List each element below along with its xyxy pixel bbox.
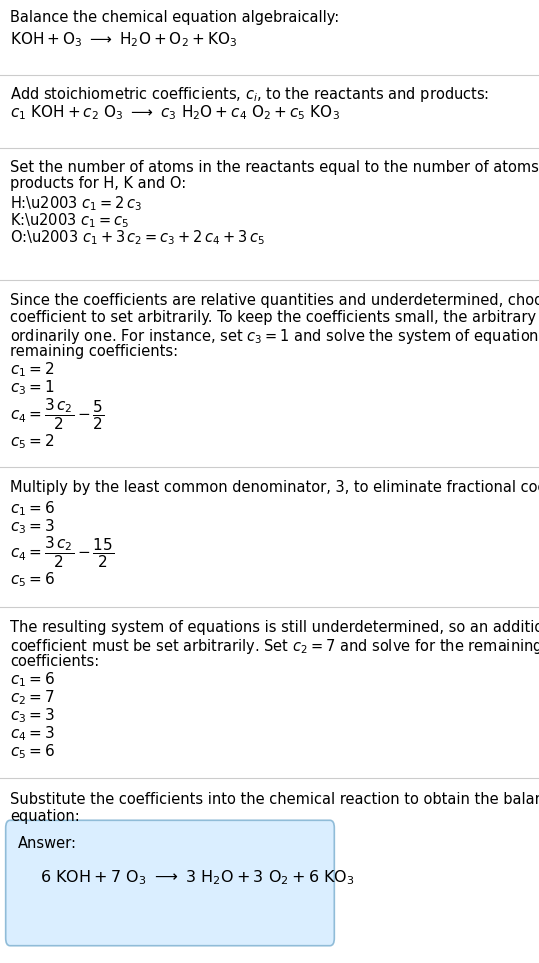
Text: $c_4 = 3$: $c_4 = 3$ <box>10 724 55 742</box>
Text: K:\u2003 $c_1 = c_5$: K:\u2003 $c_1 = c_5$ <box>10 211 129 230</box>
FancyBboxPatch shape <box>6 820 334 946</box>
Text: $c_1 = 6$: $c_1 = 6$ <box>10 670 55 689</box>
Text: Balance the chemical equation algebraically:: Balance the chemical equation algebraica… <box>10 10 339 25</box>
Text: The resulting system of equations is still underdetermined, so an additional: The resulting system of equations is sti… <box>10 620 539 635</box>
Text: $\mathrm{6\ KOH + 7\ O_3\ \longrightarrow\ 3\ H_2O + 3\ O_2 + 6\ KO_3}$: $\mathrm{6\ KOH + 7\ O_3\ \longrightarro… <box>40 868 355 887</box>
Text: coefficients:: coefficients: <box>10 654 99 669</box>
Text: $c_3 = 3$: $c_3 = 3$ <box>10 706 55 725</box>
Text: Substitute the coefficients into the chemical reaction to obtain the balanced: Substitute the coefficients into the che… <box>10 792 539 807</box>
Text: Set the number of atoms in the reactants equal to the number of atoms in the: Set the number of atoms in the reactants… <box>10 160 539 175</box>
Text: $c_2 = 7$: $c_2 = 7$ <box>10 688 55 707</box>
Text: remaining coefficients:: remaining coefficients: <box>10 344 178 359</box>
Text: Answer:: Answer: <box>18 836 77 851</box>
Text: Multiply by the least common denominator, 3, to eliminate fractional coefficient: Multiply by the least common denominator… <box>10 480 539 495</box>
Text: $c_5 = 6$: $c_5 = 6$ <box>10 570 55 588</box>
Text: $c_3 = 1$: $c_3 = 1$ <box>10 378 54 397</box>
Text: Since the coefficients are relative quantities and underdetermined, choose a: Since the coefficients are relative quan… <box>10 293 539 308</box>
Text: coefficient must be set arbitrarily. Set $c_2 = 7$ and solve for the remaining: coefficient must be set arbitrarily. Set… <box>10 637 539 656</box>
Text: equation:: equation: <box>10 809 80 824</box>
Text: O:\u2003 $c_1 + 3\,c_2 = c_3 + 2\,c_4 + 3\,c_5$: O:\u2003 $c_1 + 3\,c_2 = c_3 + 2\,c_4 + … <box>10 228 265 247</box>
Text: $c_1 = 6$: $c_1 = 6$ <box>10 499 55 518</box>
Text: $c_5 = 2$: $c_5 = 2$ <box>10 432 54 451</box>
Text: ordinarily one. For instance, set $c_3 = 1$ and solve the system of equations fo: ordinarily one. For instance, set $c_3 =… <box>10 327 539 346</box>
Text: $c_5 = 6$: $c_5 = 6$ <box>10 742 55 761</box>
Text: $c_3 = 3$: $c_3 = 3$ <box>10 517 55 535</box>
Text: $c_1\ \mathrm{KOH} + c_2\ \mathrm{O_3}\ \longrightarrow\ c_3\ \mathrm{H_2O} + c_: $c_1\ \mathrm{KOH} + c_2\ \mathrm{O_3}\ … <box>10 103 340 121</box>
Text: $c_4 = \dfrac{3\,c_2}{2} - \dfrac{5}{2}$: $c_4 = \dfrac{3\,c_2}{2} - \dfrac{5}{2}$ <box>10 397 105 432</box>
Text: $\mathrm{KOH + O_3 \ \longrightarrow \ H_2O + O_2 + KO_3}$: $\mathrm{KOH + O_3 \ \longrightarrow \ H… <box>10 30 237 49</box>
Text: $c_4 = \dfrac{3\,c_2}{2} - \dfrac{15}{2}$: $c_4 = \dfrac{3\,c_2}{2} - \dfrac{15}{2}… <box>10 535 114 570</box>
Text: Add stoichiometric coefficients, $c_i$, to the reactants and products:: Add stoichiometric coefficients, $c_i$, … <box>10 85 489 104</box>
Text: coefficient to set arbitrarily. To keep the coefficients small, the arbitrary va: coefficient to set arbitrarily. To keep … <box>10 310 539 325</box>
Text: $c_1 = 2$: $c_1 = 2$ <box>10 360 54 378</box>
Text: products for H, K and O:: products for H, K and O: <box>10 176 186 191</box>
Text: H:\u2003 $c_1 = 2\,c_3$: H:\u2003 $c_1 = 2\,c_3$ <box>10 194 142 213</box>
